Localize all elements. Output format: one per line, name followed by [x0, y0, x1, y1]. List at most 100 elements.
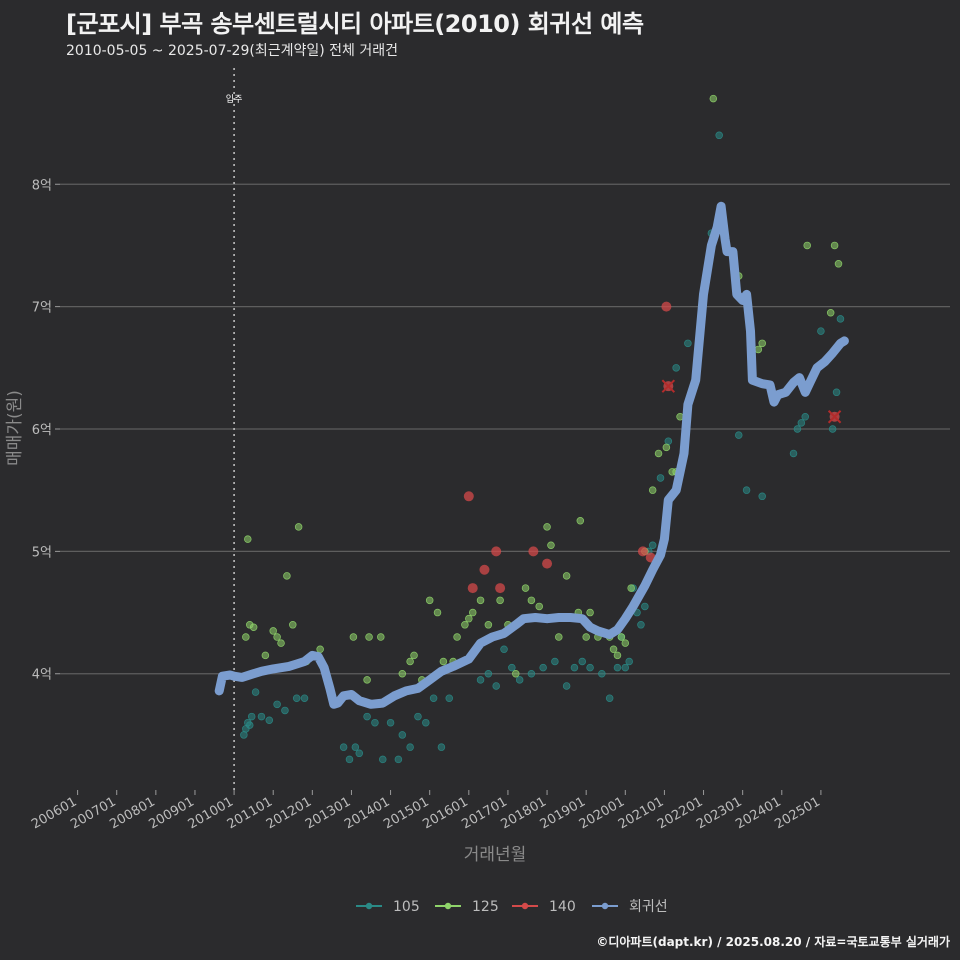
point-125: [461, 621, 469, 629]
point-125: [648, 486, 657, 494]
point-105: [240, 731, 248, 739]
point-105: [476, 676, 485, 684]
point-125: [277, 639, 285, 647]
y-tick-label: 8억: [32, 178, 52, 193]
chart-title: [군포시] 부곡 송부센트럴시티 아파트(2010) 회귀선 예측: [66, 10, 644, 38]
point-125: [294, 523, 303, 531]
point-125: [316, 645, 324, 654]
point-125: [439, 657, 448, 666]
point-105: [345, 755, 354, 764]
point-125: [826, 308, 835, 317]
move-in-label: 입주: [226, 93, 243, 105]
point-105: [672, 364, 680, 372]
point-125: [521, 584, 530, 592]
point-125: [283, 572, 291, 580]
point-105: [742, 486, 751, 494]
point-125: [527, 596, 536, 605]
point-140: [528, 546, 539, 557]
y-tick-label: 4억: [32, 668, 52, 683]
point-140: [467, 583, 478, 594]
point-125: [365, 633, 373, 641]
point-125: [617, 633, 626, 641]
point-105: [817, 327, 825, 335]
point-105: [492, 682, 500, 690]
point-105: [394, 755, 403, 764]
point-105: [793, 425, 802, 433]
point-105: [245, 721, 254, 729]
y-axis-title: 매매가(원): [5, 390, 25, 466]
footer-credit: ©디아파트(dapt.kr) / 2025.08.20 / 자료=국토교통부 실…: [596, 935, 950, 949]
point-105: [386, 718, 395, 727]
point-140: [661, 301, 672, 312]
point-105: [414, 712, 422, 721]
point-105: [363, 712, 371, 721]
point-140: [542, 558, 553, 569]
point-105: [273, 700, 281, 709]
y-axis-ticks: 4억 5억 6억 7억 8억: [32, 178, 60, 683]
point-105: [570, 663, 579, 672]
point-105: [445, 694, 454, 702]
point-125: [654, 449, 663, 458]
point-105: [251, 688, 260, 696]
legend-key-dot: [521, 902, 529, 910]
point-105: [801, 413, 810, 421]
point-125: [621, 639, 630, 647]
legend-key-dot: [601, 902, 609, 910]
point-140: [463, 491, 474, 502]
point-105: [355, 749, 364, 758]
point-105: [378, 755, 387, 764]
point-105: [828, 425, 837, 433]
point-125: [273, 633, 281, 641]
annotation-layer: 입주: [226, 68, 243, 790]
point-105: [339, 743, 348, 751]
point-140: [637, 546, 648, 557]
point-140: [491, 546, 502, 557]
point-125: [377, 633, 385, 641]
point-105: [625, 657, 633, 666]
point-140: [479, 564, 490, 575]
point-105: [656, 474, 665, 482]
point-125: [406, 657, 414, 666]
legend-label: 140: [549, 899, 576, 915]
point-105: [789, 449, 798, 458]
point-125: [803, 241, 811, 250]
point-105: [605, 694, 614, 702]
point-105: [715, 131, 723, 140]
point-125: [609, 645, 618, 654]
point-105: [586, 663, 594, 672]
point-105: [598, 669, 606, 678]
point-125: [576, 517, 585, 525]
point-125: [562, 572, 571, 580]
point-125: [582, 633, 590, 641]
point-105: [515, 676, 524, 684]
point-105: [734, 431, 743, 439]
point-125: [363, 676, 371, 684]
point-125: [627, 584, 635, 592]
x-axis-title: 거래년월: [464, 845, 527, 865]
point-125: [709, 94, 718, 103]
legend-key-dot: [365, 902, 373, 910]
point-105: [539, 663, 547, 672]
point-125: [249, 623, 258, 631]
grid-lines: [60, 183, 950, 675]
point-125: [261, 651, 270, 660]
point-125: [398, 669, 407, 678]
point-105: [613, 663, 622, 672]
legend-label: 105: [393, 899, 420, 915]
point-125: [425, 596, 434, 605]
point-105: [637, 621, 645, 629]
point-125: [242, 633, 250, 641]
point-125: [453, 633, 461, 641]
x-axis-ticks: 2006012007012008012009012010012011012012…: [29, 790, 823, 832]
point-105: [641, 602, 649, 611]
point-105: [508, 663, 516, 672]
highlight-x-marker: [827, 410, 842, 424]
legend-item-125: 125: [435, 899, 499, 915]
point-125: [512, 669, 520, 678]
point-125: [465, 614, 473, 623]
point-125: [468, 608, 477, 617]
point-105: [406, 743, 414, 751]
point-105: [398, 731, 407, 739]
point-105: [664, 437, 673, 445]
point-125: [758, 339, 766, 348]
